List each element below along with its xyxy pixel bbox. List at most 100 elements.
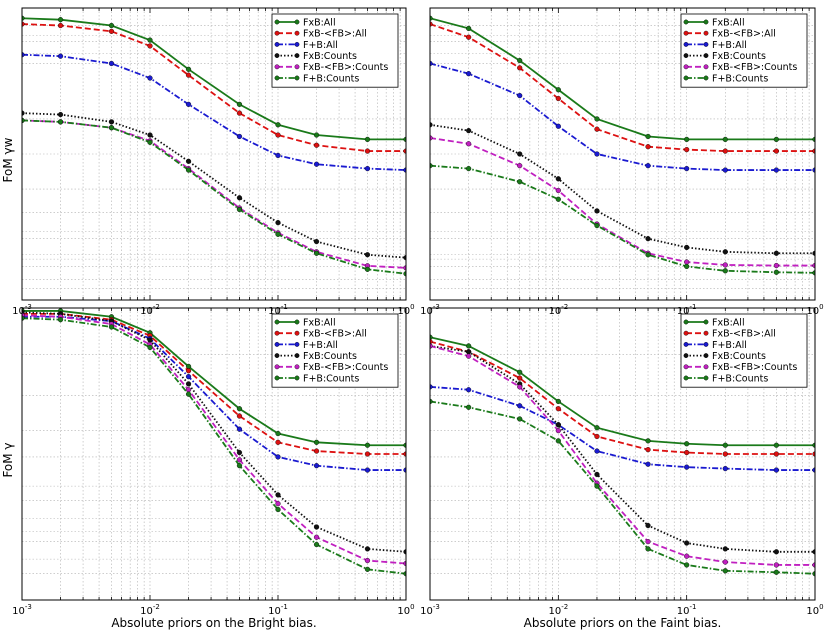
legend-marker [683, 319, 689, 325]
legend-marker [683, 42, 689, 47]
data-point [684, 259, 690, 265]
x-tick-label: 10-2 [548, 303, 568, 317]
legend: FxB:AllFxB-<FB>:AllF+B:AllFxB:CountsFxB-… [271, 13, 399, 88]
data-point [403, 549, 406, 555]
data-point [275, 122, 281, 128]
data-point [57, 53, 64, 59]
y-axis-label: FoM γ [1, 442, 15, 477]
legend-label: FxB:Counts [303, 351, 357, 362]
data-point [517, 179, 523, 185]
data-point [403, 451, 406, 457]
data-point [185, 167, 192, 173]
data-point [684, 263, 690, 270]
data-point [645, 144, 651, 150]
data-point [466, 387, 472, 393]
series-line-FxB:All [22, 17, 406, 141]
data-point [185, 374, 192, 380]
data-point [185, 391, 192, 397]
data-point [517, 403, 523, 409]
legend-marker [683, 30, 689, 36]
data-point [594, 471, 600, 478]
data-point [517, 369, 523, 375]
legend-marker [683, 353, 689, 358]
data-point [313, 142, 320, 148]
data-point [722, 546, 728, 552]
data-point [147, 337, 153, 343]
legend-label: F+B:Counts [303, 373, 359, 384]
legend-marker [703, 319, 709, 325]
y-axis-label: FoM γw [1, 137, 15, 182]
data-point [313, 439, 320, 445]
data-point [594, 126, 600, 132]
legend-marker [294, 330, 300, 336]
legend-marker [274, 75, 280, 81]
data-point [108, 28, 115, 34]
series-line-F+B:Counts [430, 400, 815, 575]
data-point [594, 208, 600, 214]
data-point [555, 428, 561, 434]
data-point [645, 133, 651, 140]
data-point [403, 136, 406, 142]
data-point [722, 136, 728, 143]
data-point [722, 167, 728, 173]
x-tick-label: 10-2 [548, 603, 568, 617]
legend-label: F+B:All [712, 40, 747, 51]
data-point [236, 195, 243, 201]
data-point [236, 426, 243, 432]
legend-label: FxB-<FB>:All [303, 29, 367, 40]
series-line-F+B:All [430, 62, 815, 171]
legend-label: FxB-<FB>:Counts [712, 362, 797, 373]
data-point [147, 43, 153, 49]
legend-marker [294, 364, 300, 370]
data-point [364, 546, 371, 552]
data-point [722, 249, 728, 255]
series-line-FxB:Counts [430, 123, 815, 255]
data-point [364, 148, 371, 154]
data-point [645, 447, 651, 453]
series-line-FxB-<FB>:Counts [430, 137, 815, 267]
data-point [313, 250, 320, 256]
data-point [313, 132, 320, 138]
data-point [645, 163, 651, 169]
data-point [108, 125, 115, 131]
series-line-FxB:Counts [22, 112, 406, 259]
series-line-FxB-<FB>:All [430, 23, 815, 152]
legend-marker [703, 330, 709, 336]
legend-marker [294, 341, 300, 347]
data-point [236, 110, 243, 116]
legend-marker [294, 42, 300, 47]
data-point [722, 262, 728, 268]
data-point [403, 167, 406, 173]
legend-marker [294, 30, 300, 36]
legend-marker [274, 330, 280, 336]
legend-marker [683, 53, 689, 58]
data-point [236, 101, 243, 107]
data-point [313, 524, 320, 530]
data-point [645, 546, 651, 552]
data-point [108, 324, 115, 330]
panel-top-right: 10-3 10-2 10-1 100 FxB:AllFxB-<FB>:AllF+B:Al… [420, 7, 824, 317]
legend-marker [703, 53, 709, 58]
data-point [147, 344, 153, 351]
legend-marker [294, 319, 300, 325]
x-tick-label: 10-3 [420, 303, 440, 317]
data-point [403, 265, 406, 271]
data-point [364, 136, 371, 143]
legend-marker [274, 64, 280, 70]
data-point [364, 451, 371, 457]
legend-marker [683, 64, 689, 70]
data-point [773, 269, 779, 275]
data-point [466, 166, 472, 172]
data-point [57, 119, 64, 125]
grid [430, 8, 815, 300]
series-group [430, 15, 815, 276]
data-point [466, 141, 472, 147]
legend-marker [703, 75, 709, 81]
data-point [275, 492, 281, 498]
data-point [594, 222, 600, 229]
data-point [773, 467, 779, 473]
legend-marker [703, 364, 709, 370]
data-point [684, 147, 690, 153]
legend-label: F+B:Counts [712, 73, 768, 84]
data-point [313, 463, 320, 469]
